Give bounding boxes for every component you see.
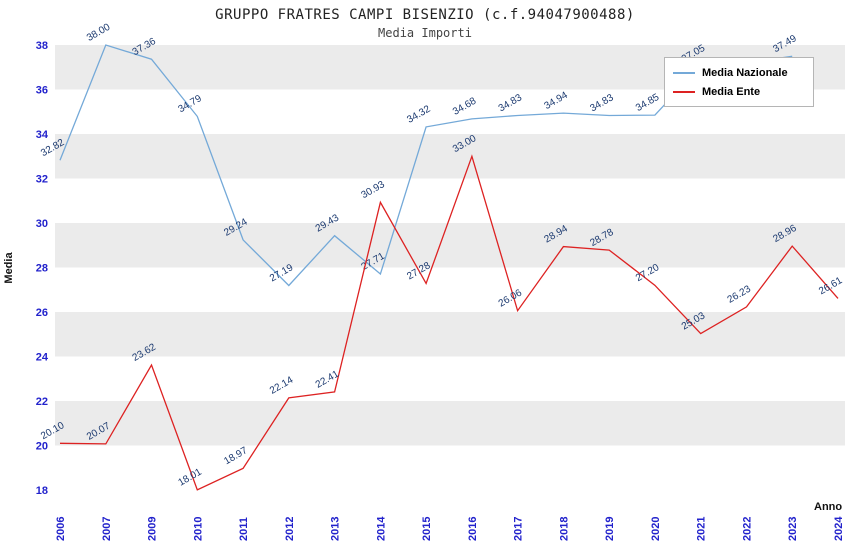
x-tick-label: 2017	[513, 517, 525, 541]
y-tick-label: 26	[36, 307, 48, 319]
x-axis-title: Anno	[814, 501, 842, 513]
legend-label-ente: Media Ente	[702, 85, 761, 98]
x-tick-label: 2007	[101, 517, 113, 541]
grid-band	[55, 134, 845, 179]
x-tick-label: 2018	[558, 517, 570, 541]
chart-title: GRUPPO FRATRES CAMPI BISENZIO (c.f.94047…	[215, 7, 635, 23]
y-tick-label: 20	[36, 441, 48, 453]
y-tick-label: 38	[36, 40, 48, 52]
x-tick-label: 2006	[55, 517, 67, 541]
legend-swatch-nazionale	[673, 71, 695, 74]
grid-band	[55, 312, 845, 357]
x-tick-label: 2022	[741, 517, 753, 541]
x-tick-label: 2009	[147, 517, 159, 541]
y-tick-label: 30	[36, 218, 48, 230]
x-tick-label: 2014	[375, 516, 387, 541]
legend-label-nazionale: Media Nazionale	[702, 66, 788, 79]
y-tick-label: 18	[36, 485, 48, 497]
grid-band	[55, 401, 845, 446]
x-tick-label: 2019	[604, 517, 616, 541]
point-label: 30.93	[360, 179, 388, 201]
grid-band	[55, 223, 845, 268]
x-tick-label: 2015	[421, 517, 433, 541]
point-label: 34.83	[588, 92, 616, 114]
x-tick-label: 2024	[833, 516, 845, 541]
point-label: 34.83	[497, 92, 525, 114]
x-tick-label: 2010	[192, 517, 204, 541]
x-tick-label: 2021	[696, 517, 708, 541]
point-label: 34.85	[634, 92, 662, 114]
point-label: 22.14	[268, 374, 296, 396]
point-label: 34.68	[451, 95, 479, 117]
x-tick-label: 2016	[467, 517, 479, 541]
y-tick-label: 28	[36, 263, 48, 275]
series-line	[59, 154, 839, 491]
y-tick-label: 24	[36, 352, 49, 364]
x-tick-label: 2020	[650, 517, 662, 541]
point-label: 38.00	[85, 22, 113, 44]
x-tick-label: 2013	[330, 517, 342, 541]
y-tick-label: 34	[36, 129, 49, 141]
y-tick-label: 32	[36, 174, 48, 186]
point-label: 34.32	[405, 103, 433, 125]
x-tick-label: 2012	[284, 517, 296, 541]
x-tick-label: 2023	[787, 517, 799, 541]
chart-subtitle: Media Importi	[378, 26, 472, 40]
y-axis-title: Media	[3, 252, 15, 284]
legend-item-media-ente[interactable]: Media Ente	[673, 82, 805, 101]
y-tick-label: 22	[36, 396, 48, 408]
legend: Media Nazionale Media Ente	[664, 57, 814, 107]
y-tick-label: 36	[36, 85, 48, 97]
point-label: 22.41	[314, 368, 342, 390]
legend-item-media-nazionale[interactable]: Media Nazionale	[673, 63, 805, 82]
point-label: 34.94	[543, 90, 571, 112]
x-tick-label: 2011	[238, 517, 250, 541]
legend-swatch-ente	[673, 90, 695, 93]
